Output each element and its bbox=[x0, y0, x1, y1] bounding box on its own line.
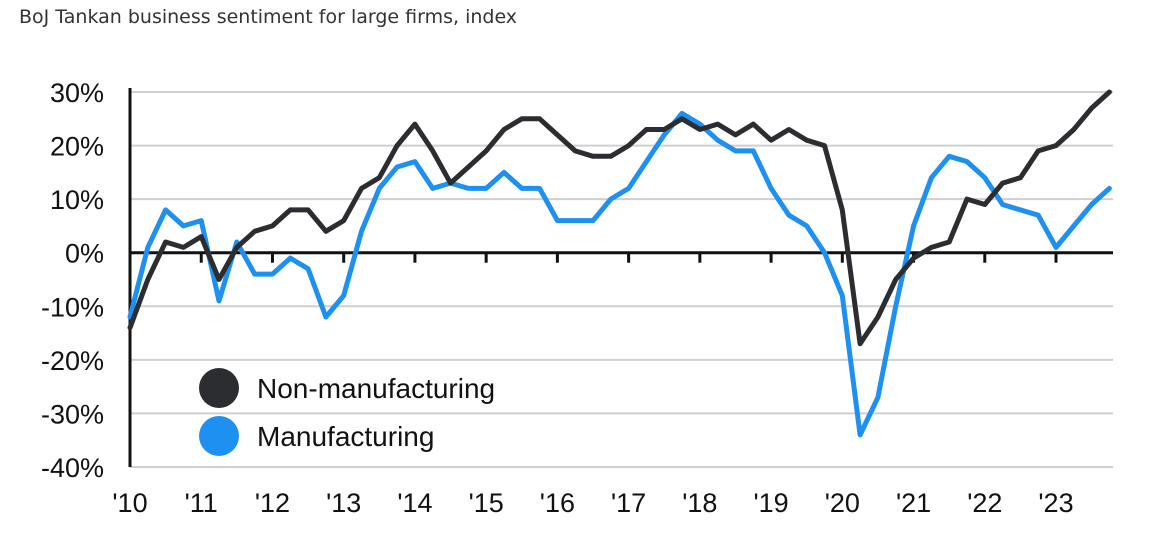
x-tick-label: '14 bbox=[397, 488, 432, 518]
axes bbox=[128, 88, 1113, 467]
x-tick-label: '20 bbox=[825, 488, 860, 518]
y-tick-label: -20% bbox=[41, 346, 104, 376]
legend-label: Manufacturing bbox=[257, 421, 434, 452]
x-tick-label: '21 bbox=[896, 488, 931, 518]
series-line-manufacturing bbox=[127, 110, 1112, 438]
x-tick-label: '12 bbox=[255, 488, 290, 518]
y-tick-label: 30% bbox=[50, 78, 104, 108]
x-tick-label: '23 bbox=[1038, 488, 1073, 518]
x-tick-label: '15 bbox=[469, 488, 504, 518]
x-tick-label: '22 bbox=[967, 488, 1002, 518]
series-lines bbox=[127, 89, 1112, 438]
x-tick-label: '18 bbox=[682, 488, 717, 518]
x-tick-label: '17 bbox=[611, 488, 646, 518]
legend-marker bbox=[199, 416, 239, 456]
legend-marker bbox=[199, 368, 239, 408]
y-tick-label: 10% bbox=[50, 185, 104, 215]
x-tick-label: '10 bbox=[112, 488, 147, 518]
y-tick-label: 20% bbox=[50, 132, 104, 162]
series-line-non-manufacturing bbox=[127, 89, 1112, 347]
x-tick-label: '16 bbox=[540, 488, 575, 518]
y-tick-label: -30% bbox=[41, 399, 104, 429]
legend: Non-manufacturing Manufacturing bbox=[199, 368, 495, 456]
x-axis-labels: '10 '11 '12 '13 '14 '15 '16 '17 '18 '19 '20 '21 '22 '… bbox=[112, 488, 1073, 518]
y-axis-labels: 30% 20% 10% 0% -10% -20% -30% -40% bbox=[41, 78, 104, 483]
chart-title: BoJ Tankan business sentiment for large … bbox=[19, 6, 518, 28]
y-tick-label: 0% bbox=[65, 239, 104, 269]
x-tick-label: '11 bbox=[185, 488, 218, 518]
y-tick-label: -10% bbox=[41, 292, 104, 322]
legend-label: Non-manufacturing bbox=[257, 373, 495, 404]
gridlines bbox=[130, 91, 1113, 468]
x-tick-label: '19 bbox=[753, 488, 788, 518]
x-tick-label: '13 bbox=[326, 488, 361, 518]
y-tick-label: -40% bbox=[41, 453, 104, 483]
